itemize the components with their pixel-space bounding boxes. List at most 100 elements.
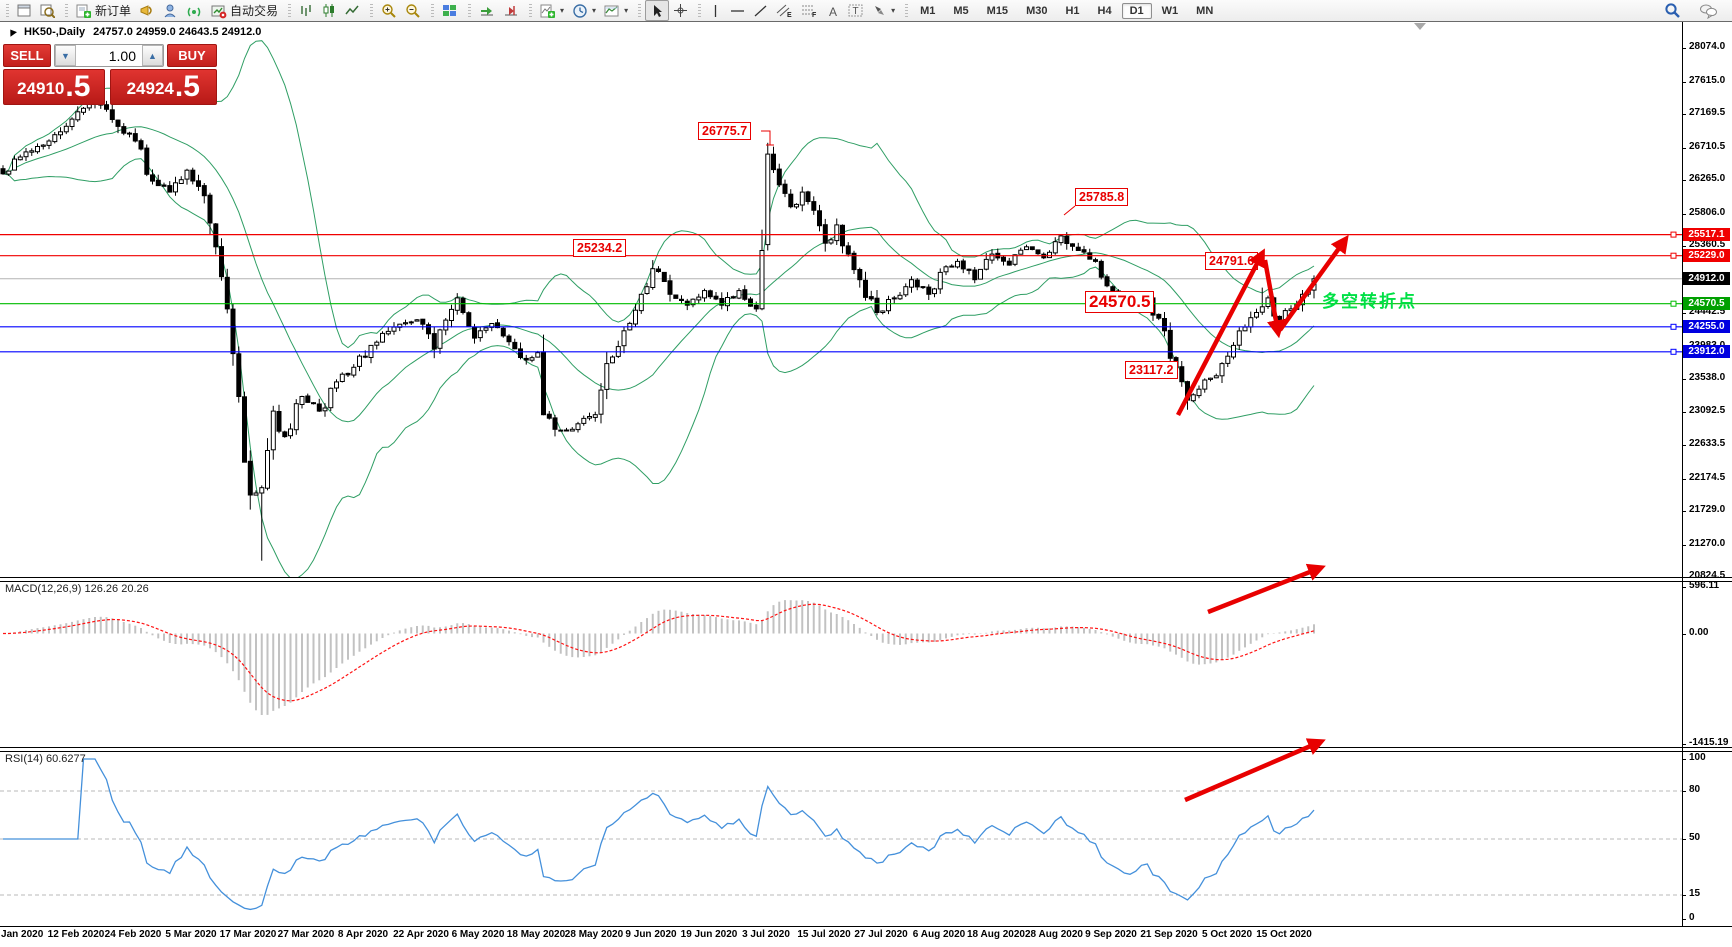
timeframe-M5[interactable]: M5 bbox=[953, 4, 969, 17]
candlestick-chart-icon[interactable] bbox=[318, 1, 341, 20]
toolbar-grip bbox=[65, 3, 68, 18]
axis-tick bbox=[1682, 839, 1686, 840]
price-annotation[interactable]: 25785.8 bbox=[1075, 188, 1129, 206]
main-chart-canvas[interactable] bbox=[0, 22, 1682, 577]
autotrading-button[interactable]: 自动交易 bbox=[207, 1, 282, 20]
horn-icon[interactable] bbox=[135, 1, 159, 20]
autotrading-label: 自动交易 bbox=[230, 4, 279, 18]
date-label: 5 Oct 2020 bbox=[1201, 929, 1253, 940]
sell-button[interactable]: SELL bbox=[3, 44, 51, 67]
timeframe-D1[interactable]: D1 bbox=[1121, 2, 1152, 19]
chart-shift-marker-icon[interactable] bbox=[1414, 23, 1426, 30]
line-chart-icon[interactable] bbox=[341, 1, 364, 20]
axis-tick bbox=[1682, 214, 1686, 215]
search-icon[interactable] bbox=[1660, 1, 1685, 20]
price-badge: 24912.0 bbox=[1683, 272, 1730, 285]
toolbar-grip bbox=[6, 3, 9, 18]
chat-icon[interactable] bbox=[1695, 1, 1722, 20]
price-axis[interactable]: 28074.0 27615.0 27169.5 26710.5 26265.0 25806… bbox=[1682, 22, 1732, 927]
bid-price-main: 24910 bbox=[17, 79, 65, 98]
signal-icon[interactable] bbox=[183, 1, 207, 20]
date-label: 15 Oct 2020 bbox=[1256, 929, 1312, 940]
rsi-label: RSI(14) 60.6277 bbox=[5, 753, 86, 765]
timeframe-H1[interactable]: H1 bbox=[1065, 4, 1080, 17]
rsi-panel-canvas[interactable] bbox=[0, 751, 1682, 926]
chart-frame-top bbox=[0, 21, 1732, 22]
price-badge: 24570.5 bbox=[1683, 297, 1730, 310]
new-order-button[interactable]: 新订单 bbox=[72, 1, 135, 20]
svg-text:E: E bbox=[787, 12, 792, 18]
tile-windows-icon[interactable] bbox=[438, 1, 462, 20]
rsi-line bbox=[3, 758, 1315, 911]
chart-shift-icon[interactable] bbox=[499, 1, 523, 20]
price-annotation[interactable]: 26775.7 bbox=[698, 122, 752, 140]
ask-price-main: 24924 bbox=[126, 79, 174, 98]
axis-tick-label: 100 bbox=[1689, 752, 1706, 763]
panel-separator[interactable] bbox=[0, 577, 1732, 582]
volume-increase-button[interactable]: ▲ bbox=[142, 45, 163, 66]
crosshair-icon[interactable] bbox=[669, 1, 692, 20]
vertical-line-icon[interactable] bbox=[705, 1, 726, 20]
chart-title: HK50-,Daily 24757.0 24959.0 24643.5 2491… bbox=[7, 26, 261, 38]
templates-button[interactable]: ▾ bbox=[600, 1, 632, 20]
price-annotation[interactable]: 23117.2 bbox=[1125, 361, 1178, 379]
axis-tick bbox=[1682, 511, 1686, 512]
timeframe-M1[interactable]: M1 bbox=[920, 4, 936, 17]
macd-panel-canvas[interactable] bbox=[0, 581, 1682, 747]
horizontal-level-lines[interactable] bbox=[0, 231, 1682, 355]
price-annotation[interactable]: 24791.6 bbox=[1205, 252, 1259, 270]
chevron-down-icon: ▾ bbox=[624, 6, 629, 15]
panel-separator[interactable] bbox=[0, 747, 1732, 752]
axis-tick bbox=[1682, 759, 1686, 760]
volume-value[interactable]: 1.00 bbox=[108, 47, 136, 64]
volume-decrease-button[interactable]: ▼ bbox=[55, 45, 76, 66]
axis-tick-label: 26710.5 bbox=[1689, 141, 1726, 152]
axis-tick-label: 27169.5 bbox=[1689, 107, 1726, 118]
bid-price[interactable]: 24910 .5 bbox=[3, 69, 105, 105]
equidistant-channel-icon[interactable]: E bbox=[772, 1, 797, 20]
expert-advisor-icon[interactable] bbox=[159, 1, 183, 20]
trendline-icon[interactable] bbox=[749, 1, 772, 20]
price-axis-border bbox=[1682, 22, 1683, 926]
auto-scroll-icon[interactable] bbox=[475, 1, 499, 20]
axis-tick bbox=[1682, 180, 1686, 181]
trend-note-text[interactable]: 多空转折点 bbox=[1322, 292, 1417, 311]
timeframe-W1[interactable]: W1 bbox=[1161, 4, 1179, 17]
timeframe-M15[interactable]: M15 bbox=[986, 4, 1009, 17]
price-annotation[interactable]: 24570.5 bbox=[1085, 291, 1155, 313]
zoom-out-icon[interactable] bbox=[401, 1, 425, 20]
bar-chart-icon[interactable] bbox=[295, 1, 318, 20]
timeframe-H4[interactable]: H4 bbox=[1097, 4, 1112, 17]
indicators-button[interactable]: ▾ bbox=[536, 1, 568, 20]
arrows-tool-button[interactable]: ▾ bbox=[868, 1, 899, 20]
axis-tick-label: 25806.0 bbox=[1689, 207, 1726, 218]
date-label: 3 Jul 2020 bbox=[742, 929, 790, 940]
text-icon[interactable]: A bbox=[822, 1, 844, 20]
axis-tick bbox=[1682, 412, 1686, 413]
cursor-icon[interactable] bbox=[645, 0, 670, 21]
zoom-in-icon[interactable] bbox=[377, 1, 401, 20]
fibonacci-icon[interactable]: F bbox=[797, 1, 822, 20]
date-label: 28 May 2020 bbox=[564, 929, 624, 940]
timeframe-M30[interactable]: M30 bbox=[1026, 4, 1048, 17]
toolbar-grip bbox=[431, 3, 435, 18]
svg-text:A: A bbox=[829, 5, 837, 18]
data-window-icon[interactable] bbox=[36, 1, 59, 20]
price-badge: 24255.0 bbox=[1683, 320, 1730, 333]
text-label-icon[interactable]: T bbox=[844, 1, 868, 20]
axis-tick bbox=[1682, 445, 1686, 446]
toolbar-grip bbox=[905, 3, 909, 18]
bid-price-fraction: .5 bbox=[65, 70, 91, 103]
price-annotation[interactable]: 25234.2 bbox=[573, 239, 627, 257]
timeframe-MN[interactable]: MN bbox=[1196, 4, 1214, 17]
horizontal-line-icon[interactable] bbox=[726, 1, 749, 20]
chart-window-icon[interactable] bbox=[13, 1, 36, 20]
axis-tick-label: 21270.0 bbox=[1689, 538, 1726, 549]
ask-price[interactable]: 24924 .5 bbox=[109, 69, 217, 105]
buy-button[interactable]: BUY bbox=[167, 44, 217, 67]
date-label: 5 Mar 2020 bbox=[165, 929, 217, 940]
periods-button[interactable]: ▾ bbox=[568, 1, 600, 20]
one-click-trading-panel: SELL ▼ 1.00 ▲ BUY 24910 .5 24924 .5 bbox=[3, 44, 217, 105]
axis-tick bbox=[1682, 587, 1686, 588]
